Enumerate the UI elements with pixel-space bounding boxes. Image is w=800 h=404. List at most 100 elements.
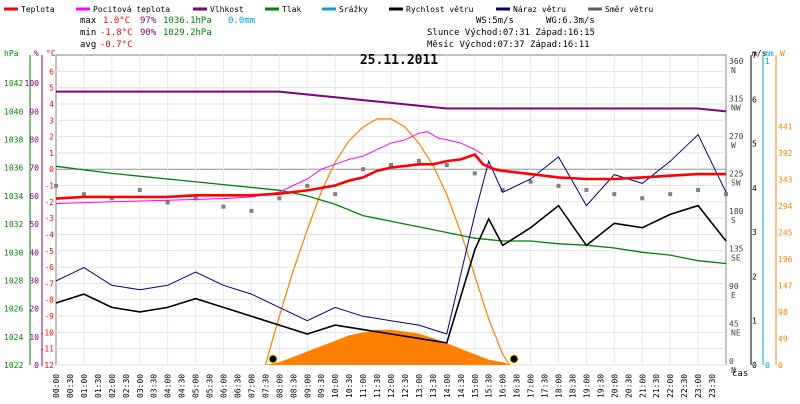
direction-tick-label: 225 bbox=[729, 170, 744, 179]
x-tick-label: 06:00 bbox=[220, 374, 229, 398]
wind-direction-point bbox=[472, 171, 477, 176]
direction-tick-label: 45 bbox=[729, 320, 739, 329]
legend-label: Teplota bbox=[21, 5, 55, 14]
humidity-tick-label: 60 bbox=[29, 192, 39, 201]
x-tick-label: 03:30 bbox=[150, 374, 159, 398]
humidity-tick-label: 50 bbox=[29, 220, 39, 229]
wind-direction-point bbox=[668, 192, 673, 197]
x-tick-label: 23:30 bbox=[708, 374, 717, 398]
pressure-tick-label: 1040 bbox=[4, 107, 23, 116]
wind-direction-point bbox=[361, 167, 366, 172]
x-tick-label: 03:00 bbox=[136, 374, 145, 398]
x-tick-label: 13:30 bbox=[429, 374, 438, 398]
direction-tick-name: NW bbox=[731, 104, 741, 113]
humidity-tick-label: 0 bbox=[34, 361, 39, 370]
pressure-tick-label: 1032 bbox=[4, 220, 23, 229]
wind-direction-point bbox=[556, 183, 561, 188]
humidity-tick-label: 90 bbox=[29, 107, 39, 116]
x-tick-label: 11:30 bbox=[373, 374, 382, 398]
solar-axis-unit: W bbox=[780, 49, 785, 58]
x-tick-label: 06:30 bbox=[233, 374, 242, 398]
temperature-tick-label: -5 bbox=[44, 247, 54, 256]
solar-tick-label: 49 bbox=[778, 335, 788, 344]
solar-tick-label: 245 bbox=[778, 229, 793, 238]
x-tick-label: 13:00 bbox=[415, 374, 424, 398]
direction-tick-name: S bbox=[731, 216, 736, 225]
pressure-tick-label: 1042 bbox=[4, 79, 23, 88]
direction-tick-name: N bbox=[731, 366, 736, 375]
legend-label: Tlak bbox=[282, 5, 301, 14]
x-tick-label: 15:00 bbox=[471, 374, 480, 398]
series-wind-speed-line bbox=[55, 204, 727, 344]
wind-axis-unit: m/s bbox=[752, 49, 767, 58]
x-tick-label: 00:00 bbox=[52, 374, 61, 398]
wind-direction-point bbox=[584, 188, 589, 192]
direction-tick-name: SE bbox=[731, 254, 741, 263]
x-tick-label: 22:30 bbox=[680, 374, 689, 398]
stat-max-temp: 1.0°C bbox=[103, 16, 130, 26]
x-tick-label: 09:30 bbox=[317, 374, 326, 398]
temperature-tick-label: -8 bbox=[44, 296, 54, 305]
temperature-tick-label: -7 bbox=[44, 279, 54, 288]
legend-label: Rychlost větru bbox=[406, 5, 474, 14]
temperature-tick-label: 6 bbox=[49, 67, 54, 76]
legend-label: Srážky bbox=[339, 5, 368, 14]
legend-label: Směr větru bbox=[605, 5, 653, 14]
legend-label: Pocitová teplota bbox=[93, 5, 170, 14]
stat-min-press: 1029.2hPa bbox=[163, 28, 212, 38]
x-tick-label: 04:30 bbox=[178, 374, 187, 398]
temperature-tick-label: 3 bbox=[49, 116, 54, 125]
x-tick-label: 23:00 bbox=[694, 374, 703, 398]
x-tick-label: 18:30 bbox=[568, 374, 577, 398]
direction-tick-name: N bbox=[731, 66, 736, 75]
stat-max-rain: 0.0mm bbox=[228, 16, 255, 26]
x-tick-label: 07:00 bbox=[247, 374, 256, 398]
solar-tick-label: 196 bbox=[778, 255, 793, 264]
wind-direction-point bbox=[416, 158, 421, 163]
direction-tick-label: 270 bbox=[729, 132, 744, 141]
series-pressure-line bbox=[55, 165, 727, 265]
pressure-axis-unit: hPa bbox=[4, 49, 19, 58]
x-tick-label: 02:00 bbox=[108, 374, 117, 398]
humidity-tick-label: 80 bbox=[29, 136, 39, 145]
pressure-tick-label: 1024 bbox=[4, 333, 23, 342]
direction-tick-label: 90 bbox=[729, 282, 739, 291]
wind-tick-label: 2 bbox=[752, 272, 757, 281]
pressure-tick-label: 1036 bbox=[4, 164, 23, 173]
x-tick-label: 19:30 bbox=[596, 374, 605, 398]
wind-tick-label: 0 bbox=[752, 361, 757, 370]
wind-tick-label: 1 bbox=[752, 317, 757, 326]
x-tick-label: 08:00 bbox=[275, 374, 284, 398]
temperature-tick-label: -1 bbox=[44, 182, 54, 191]
wind-tick-label: 6 bbox=[752, 95, 757, 104]
x-tick-label: 17:30 bbox=[541, 374, 550, 398]
x-tick-label: 20:00 bbox=[610, 374, 619, 398]
stats-block: max 1.0°C 97% 1036.1hPa 0.0mm min -1.8°C… bbox=[80, 16, 255, 50]
temperature-axis-unit: °C bbox=[46, 49, 56, 58]
stat-max-press: 1036.1hPa bbox=[163, 16, 212, 26]
x-tick-label: 11:00 bbox=[359, 374, 368, 398]
legend-label: Náraz větru bbox=[513, 5, 566, 14]
temperature-tick-label: -9 bbox=[44, 312, 54, 321]
x-tick-label: 21:00 bbox=[638, 374, 647, 398]
direction-tick-label: 135 bbox=[729, 245, 744, 254]
stat-min-hum: 90% bbox=[140, 28, 157, 38]
direction-tick-label: 360 bbox=[729, 57, 744, 66]
direction-tick-label: 315 bbox=[729, 95, 744, 104]
wind-info-block: WS:5m/s WG:6.3m/s Slunce Východ:07:31 Zá… bbox=[427, 16, 595, 50]
humidity-axis-unit: % bbox=[34, 49, 39, 58]
x-tick-label: 05:30 bbox=[206, 374, 215, 398]
x-tick-label: 01:30 bbox=[94, 374, 103, 398]
x-tick-label: 09:00 bbox=[303, 374, 312, 398]
wind-direction-point bbox=[612, 192, 617, 197]
humidity-tick-label: 10 bbox=[29, 333, 39, 342]
temperature-tick-label: -4 bbox=[44, 230, 54, 239]
x-tick-label: 15:30 bbox=[485, 374, 494, 398]
temperature-tick-label: -11 bbox=[40, 345, 55, 354]
wind-direction-point bbox=[109, 196, 114, 201]
x-tick-label: 16:00 bbox=[499, 374, 508, 398]
x-tick-label: 10:00 bbox=[331, 374, 340, 398]
humidity-tick-label: 40 bbox=[29, 248, 39, 257]
pressure-tick-label: 1030 bbox=[4, 248, 23, 257]
